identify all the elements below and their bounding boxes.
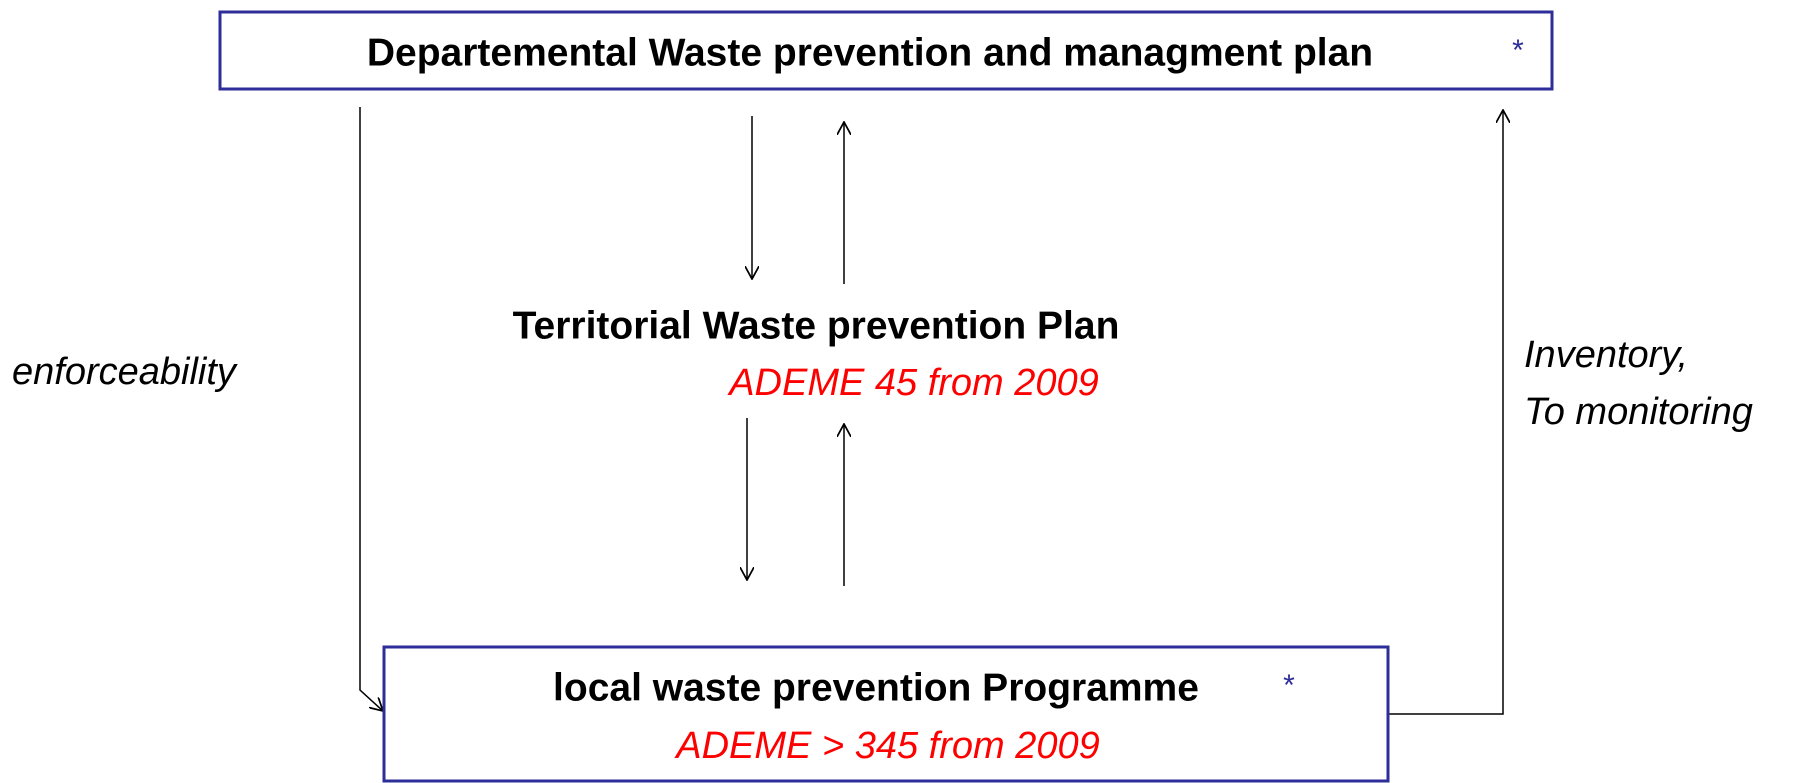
- left-annotation: enforceability: [12, 351, 238, 393]
- top-box: [218, 10, 1554, 91]
- top-marker: *: [1512, 34, 1524, 67]
- bottom-marker: *: [1283, 669, 1295, 702]
- top-label: Departemental Waste prevention and manag…: [367, 31, 1373, 74]
- arrow-inventory: [1388, 110, 1503, 715]
- right-annotation: To monitoring: [1524, 391, 1753, 433]
- bottom-label: local waste prevention Programme: [553, 666, 1199, 709]
- arrow-enforce: [359, 107, 383, 711]
- middle-label: Territorial Waste prevention Plan: [513, 304, 1120, 347]
- bottom-box: [382, 645, 1390, 783]
- right-annotation: Inventory,: [1524, 334, 1688, 376]
- middle-note: ADEME 45 from 2009: [727, 362, 1099, 404]
- bottom-note: ADEME > 345 from 2009: [674, 725, 1100, 767]
